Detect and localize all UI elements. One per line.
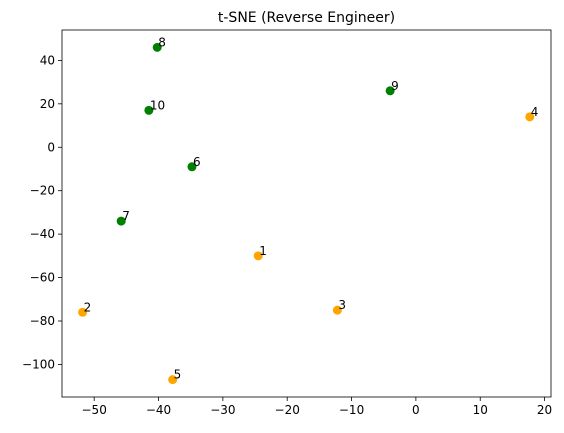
- x-tick-label: 10: [473, 403, 488, 417]
- data-point: [332, 305, 342, 315]
- data-point: [187, 162, 197, 172]
- point-label: 8: [158, 35, 166, 49]
- data-point: [525, 112, 535, 122]
- x-tick-label: −40: [146, 403, 171, 417]
- y-tick-label: −60: [30, 271, 55, 285]
- x-tick-label: −50: [82, 403, 107, 417]
- point-label: 2: [84, 300, 92, 314]
- x-tick-label: −10: [339, 403, 364, 417]
- scatter-points: 1 2 3 4 5 6 7 8 9 10: [78, 35, 539, 385]
- plot-area: [61, 29, 552, 398]
- y-axis: 40 20 0 −20 −40 −60 −80 −100: [22, 53, 62, 371]
- y-tick-label: 40: [40, 53, 55, 67]
- x-axis: −50 −40 −30 −20 −10 0 10 20: [82, 397, 552, 417]
- data-point: [385, 86, 395, 96]
- point-label: 9: [391, 79, 399, 93]
- x-tick-label: 0: [412, 403, 420, 417]
- point-label: 3: [338, 298, 346, 312]
- y-tick-label: −100: [22, 357, 55, 371]
- data-point: [152, 42, 162, 52]
- x-tick-label: 20: [537, 403, 552, 417]
- chart-title: t-SNE (Reverse Engineer): [218, 10, 395, 26]
- y-tick-label: −40: [30, 227, 55, 241]
- y-tick-label: 20: [40, 97, 55, 111]
- y-tick-label: 0: [47, 140, 55, 154]
- y-tick-label: −80: [30, 314, 55, 328]
- point-label: 1: [259, 244, 267, 258]
- point-label: 6: [193, 155, 201, 169]
- data-point: [144, 105, 154, 115]
- point-label: 7: [122, 209, 130, 223]
- point-label: 5: [174, 368, 182, 382]
- x-tick-label: −20: [275, 403, 300, 417]
- point-label: 10: [150, 98, 165, 112]
- point-label: 4: [531, 105, 539, 119]
- plot-frame: [61, 29, 552, 398]
- x-tick-label: −30: [210, 403, 235, 417]
- data-point: [116, 216, 126, 226]
- data-point: [78, 307, 88, 317]
- data-point: [168, 375, 178, 385]
- y-tick-label: −20: [30, 184, 55, 198]
- data-point: [253, 251, 263, 261]
